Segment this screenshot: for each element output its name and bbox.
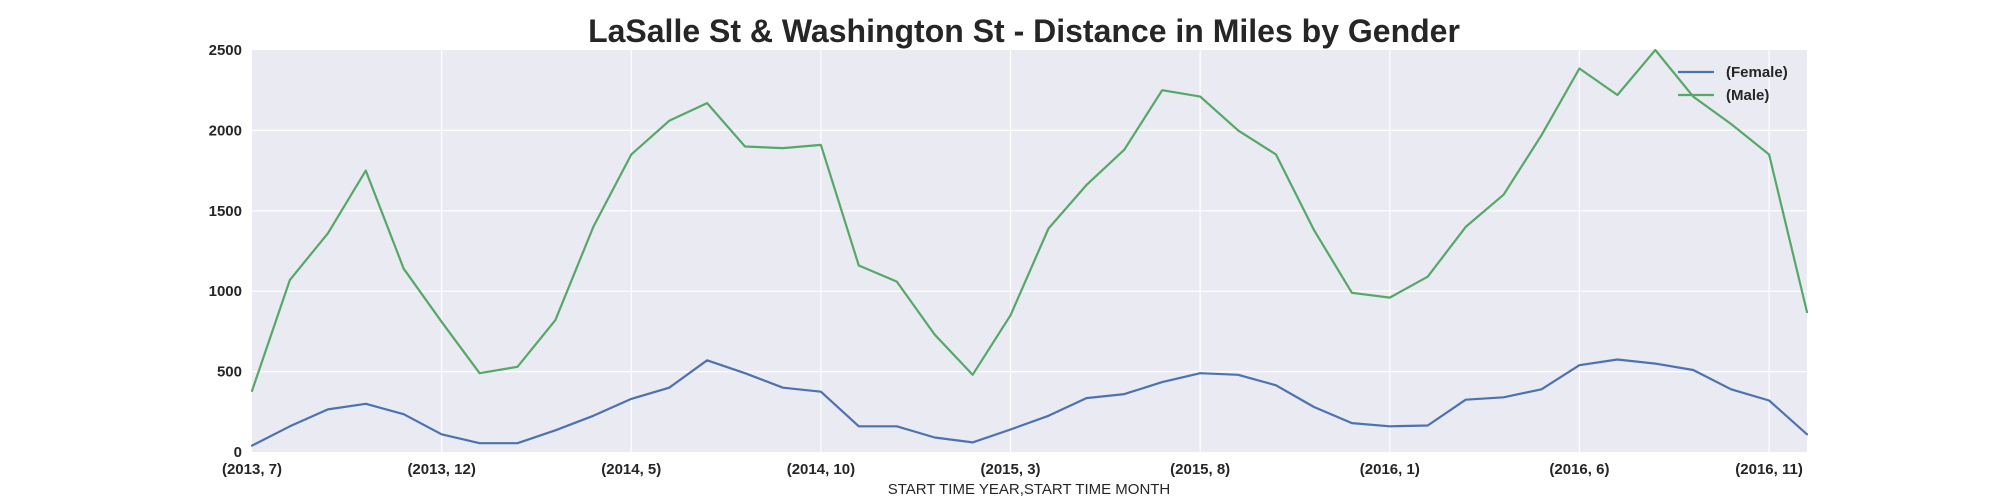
- x-tick-label: (2016, 1): [1360, 461, 1420, 478]
- y-tick-label: 0: [234, 444, 242, 461]
- x-tick-label: (2015, 8): [1170, 461, 1230, 478]
- y-tick-label: 1500: [209, 203, 242, 220]
- plot-area: [252, 50, 1807, 452]
- x-tick-label: (2016, 11): [1735, 461, 1803, 478]
- legend: (Female) (Male): [1678, 64, 1788, 104]
- x-tick-label: (2015, 3): [981, 461, 1041, 478]
- grid-lines: [252, 50, 1807, 452]
- y-tick-label: 500: [217, 364, 242, 381]
- series-line-male: [250, 48, 1809, 392]
- y-tick-label: 2500: [209, 42, 242, 59]
- x-axis-label: START TIME YEAR,START TIME MONTH: [888, 481, 1171, 498]
- series-lines: [250, 48, 1809, 447]
- legend-label: (Female): [1726, 64, 1788, 81]
- legend-label: (Male): [1726, 87, 1769, 104]
- x-tick-label: (2016, 6): [1549, 461, 1609, 478]
- x-tick-label: (2013, 7): [222, 461, 282, 478]
- chart-title: LaSalle St & Washington St - Distance in…: [588, 13, 1460, 49]
- y-axis-ticks: 0 500 1000 1500 2000 2500: [209, 42, 242, 461]
- series-line-female: [250, 358, 1809, 447]
- x-tick-label: (2014, 10): [787, 461, 855, 478]
- x-tick-label: (2013, 12): [407, 461, 475, 478]
- y-tick-label: 1000: [209, 283, 242, 300]
- x-axis-ticks: (2013, 7) (2013, 12) (2014, 5) (2014, 10) (2…: [222, 461, 1803, 478]
- x-tick-label: (2014, 5): [601, 461, 661, 478]
- y-tick-label: 2000: [209, 122, 242, 139]
